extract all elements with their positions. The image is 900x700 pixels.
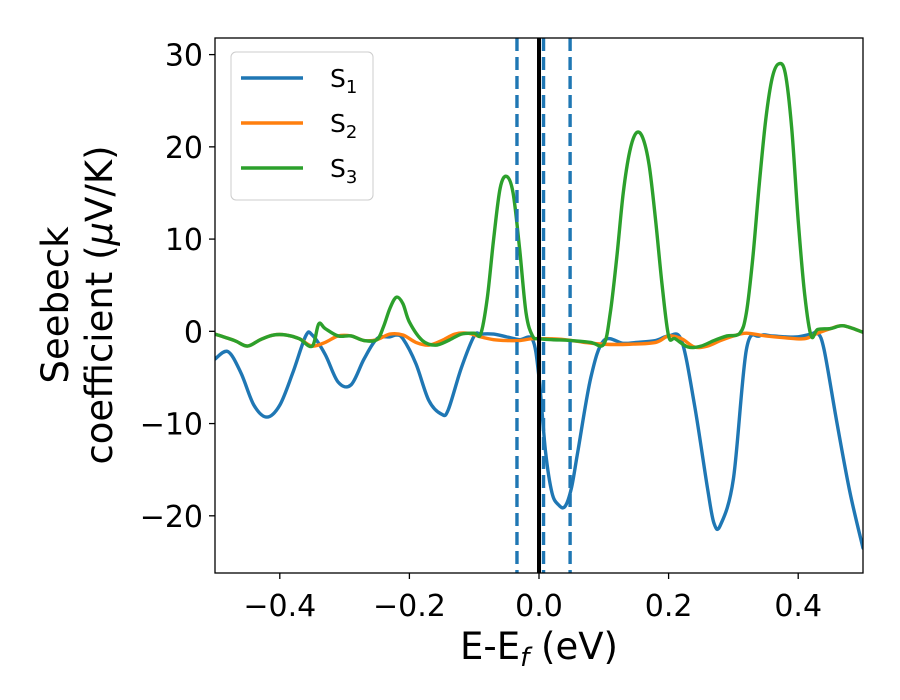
legend-label-3: S3: [330, 154, 357, 188]
y-tick-label: 30: [165, 39, 203, 74]
legend-label-1: S1: [330, 64, 357, 98]
y-tick-label: 10: [165, 223, 203, 258]
series-line-2: [215, 323, 863, 350]
y-tick-label: −10: [140, 408, 203, 443]
y-axis-title: Seebeck: [34, 226, 77, 384]
x-tick-label: −0.4: [243, 589, 316, 624]
series-line-3: [215, 61, 863, 350]
x-axis-title-main: E-E: [460, 625, 520, 668]
y-tick-label: 0: [184, 315, 203, 350]
x-axis-title-unit: (eV): [529, 625, 618, 668]
y-tick-label: −20: [140, 500, 203, 535]
legend: S1 S2 S3: [230, 51, 374, 201]
x-tick-label: 0.2: [645, 589, 693, 624]
vline-layer: [515, 38, 572, 573]
x-tick-label: 0.0: [515, 589, 563, 624]
legend-label-2: S2: [330, 109, 357, 143]
y-axis-title-line1: Seebeck: [34, 226, 77, 384]
x-tick-label: −0.2: [373, 589, 446, 624]
x-axis-title: E-Ef (eV): [460, 625, 618, 673]
x-axis-ticks: −0.4 −0.2 0.0 0.2 0.4: [243, 573, 822, 624]
y-tick-label: 20: [165, 131, 203, 166]
x-tick-label: 0.4: [774, 589, 822, 624]
y-axis-title-line2: coefficient (μV/K): [78, 145, 121, 464]
legend-box: [230, 51, 374, 201]
series-layer: [215, 61, 863, 550]
y-axis-title-2: coefficient (μV/K): [78, 145, 121, 464]
y-axis-ticks: −20 −10 0 10 20 30: [140, 39, 215, 535]
